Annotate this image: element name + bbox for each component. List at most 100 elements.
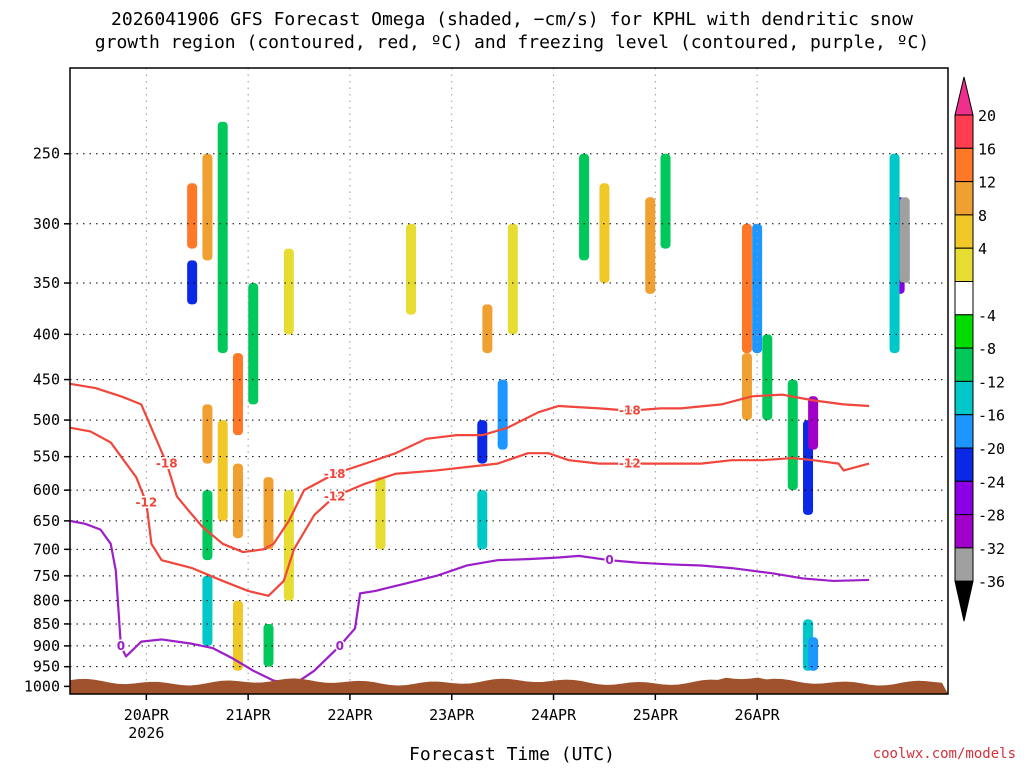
- omega-cell: [660, 153, 671, 249]
- contour-lines: -18 -18 -18 -12 -12 -12 0 0 0: [69, 382, 870, 686]
- colorbar-bottom-arrow: [954, 580, 974, 622]
- x-tick-label: 22APR: [327, 706, 373, 724]
- chart-title-line1: 2026041906 GFS Forecast Omega (shaded, −…: [111, 9, 913, 30]
- colorbar-label: -36: [978, 573, 1005, 591]
- colorbar: 20 16 12 8 4 -4 -8 -12 -16 -20 -24 -28 -32 -36: [954, 76, 1005, 622]
- x-tick-label: 24APR: [531, 706, 577, 724]
- colorbar-bin: [954, 281, 974, 316]
- omega-cell: [741, 223, 752, 354]
- y-tick-label: 500: [33, 411, 60, 429]
- colorbar-top-arrow: [954, 76, 974, 116]
- colorbar-bin: [954, 247, 974, 282]
- y-tick-label: 950: [33, 658, 60, 676]
- credit-text: coolwx.com/models: [872, 746, 1016, 762]
- x-tick-label: 26APR: [735, 706, 781, 724]
- omega-cell: [202, 575, 213, 646]
- snow-growth-contour-label: -12: [619, 457, 641, 471]
- omega-cell: [202, 490, 213, 561]
- x-axis-label: Forecast Time (UTC): [409, 744, 615, 765]
- omega-cell: [579, 153, 590, 261]
- omega-cell: [248, 283, 259, 405]
- colorbar-label: -4: [978, 307, 996, 325]
- omega-cell: [497, 379, 508, 450]
- y-tick-label: 650: [33, 512, 60, 530]
- colorbar-label: 12: [978, 174, 996, 192]
- colorbar-label: 8: [978, 207, 987, 225]
- omega-cell: [263, 477, 274, 550]
- y-axis-ticks: 250 300 350 400 450 500 550 600 650 700 750 800 850 9…: [24, 145, 70, 695]
- colorbar-bin: [954, 181, 974, 216]
- omega-cell: [217, 121, 228, 354]
- colorbar-label: -28: [978, 507, 1005, 525]
- terrain-strip: [70, 677, 948, 694]
- x-tick-label: 23APR: [429, 706, 475, 724]
- omega-cell: [889, 153, 900, 354]
- omega-cell: [375, 477, 386, 550]
- colorbar-label: 16: [978, 140, 996, 158]
- freezing-level-contour-label: 0: [117, 639, 125, 653]
- colorbar-bin: [954, 347, 974, 382]
- terrain-fill: [70, 677, 948, 694]
- omega-cell: [741, 353, 752, 421]
- colorbar-bin: [954, 514, 974, 549]
- omega-cell: [762, 334, 773, 421]
- chart-title-line2: growth region (contoured, red, ºC) and f…: [94, 32, 930, 53]
- omega-cell: [217, 420, 228, 521]
- omega-shading: [187, 121, 910, 671]
- x-tick-label: 25APR: [633, 706, 679, 724]
- y-tick-label: 700: [33, 540, 60, 558]
- omega-cell: [202, 404, 213, 464]
- colorbar-label: 4: [978, 240, 987, 258]
- y-tick-label: 750: [33, 567, 60, 585]
- omega-cell: [283, 248, 294, 335]
- colorbar-label: -32: [978, 540, 1005, 558]
- x-tick-sublabel: 2026: [128, 724, 164, 742]
- y-tick-label: 350: [33, 274, 60, 292]
- colorbar-bin: [954, 447, 974, 482]
- freezing-level-contour: [69, 519, 870, 686]
- snow-growth-contour: [69, 382, 870, 554]
- x-tick-label: 20APR: [124, 706, 170, 724]
- omega-cell: [202, 153, 213, 261]
- omega-cell: [645, 197, 656, 294]
- omega-cell: [808, 637, 819, 671]
- omega-cell: [808, 396, 819, 450]
- omega-cell: [752, 223, 763, 354]
- omega-cell: [232, 353, 243, 436]
- freezing-level-contour-label: 0: [336, 639, 344, 653]
- y-tick-label: 900: [33, 637, 60, 655]
- snow-growth-contour-label: -12: [136, 496, 158, 510]
- y-tick-label: 300: [33, 215, 60, 233]
- omega-cell: [187, 260, 198, 305]
- colorbar-bin: [954, 547, 974, 582]
- colorbar-bin: [954, 114, 974, 149]
- snow-growth-contour-label: -18: [324, 467, 346, 481]
- colorbar-bin: [954, 380, 974, 416]
- chart-title: 2026041906 GFS Forecast Omega (shaded, −…: [0, 8, 1024, 54]
- snow-growth-contour: [69, 426, 870, 597]
- colorbar-label: -8: [978, 340, 996, 358]
- y-tick-label: 1000: [24, 677, 60, 695]
- y-tick-label: 600: [33, 481, 60, 499]
- colorbar-bin: [954, 314, 974, 349]
- colorbar-label: -20: [978, 440, 1005, 458]
- colorbar-label: -24: [978, 473, 1005, 491]
- y-tick-label: 800: [33, 592, 60, 610]
- plot-frame: [69, 67, 949, 695]
- y-tick-label: 400: [33, 325, 60, 343]
- y-tick-label: 850: [33, 615, 60, 633]
- omega-cell: [899, 223, 910, 284]
- omega-cell: [283, 490, 294, 601]
- colorbar-label: 20: [978, 107, 996, 125]
- freezing-level-contour-label: 0: [605, 553, 613, 567]
- colorbar-label: -12: [978, 373, 1005, 391]
- colorbar-bin: [954, 214, 974, 249]
- omega-cell: [477, 420, 488, 464]
- snow-growth-contour-label: -18: [156, 457, 178, 471]
- y-tick-label: 550: [33, 448, 60, 466]
- grid-lines: [70, 68, 948, 694]
- y-tick-label: 450: [33, 371, 60, 389]
- snow-growth-contour-label: -12: [324, 489, 346, 503]
- omega-cell: [406, 223, 417, 315]
